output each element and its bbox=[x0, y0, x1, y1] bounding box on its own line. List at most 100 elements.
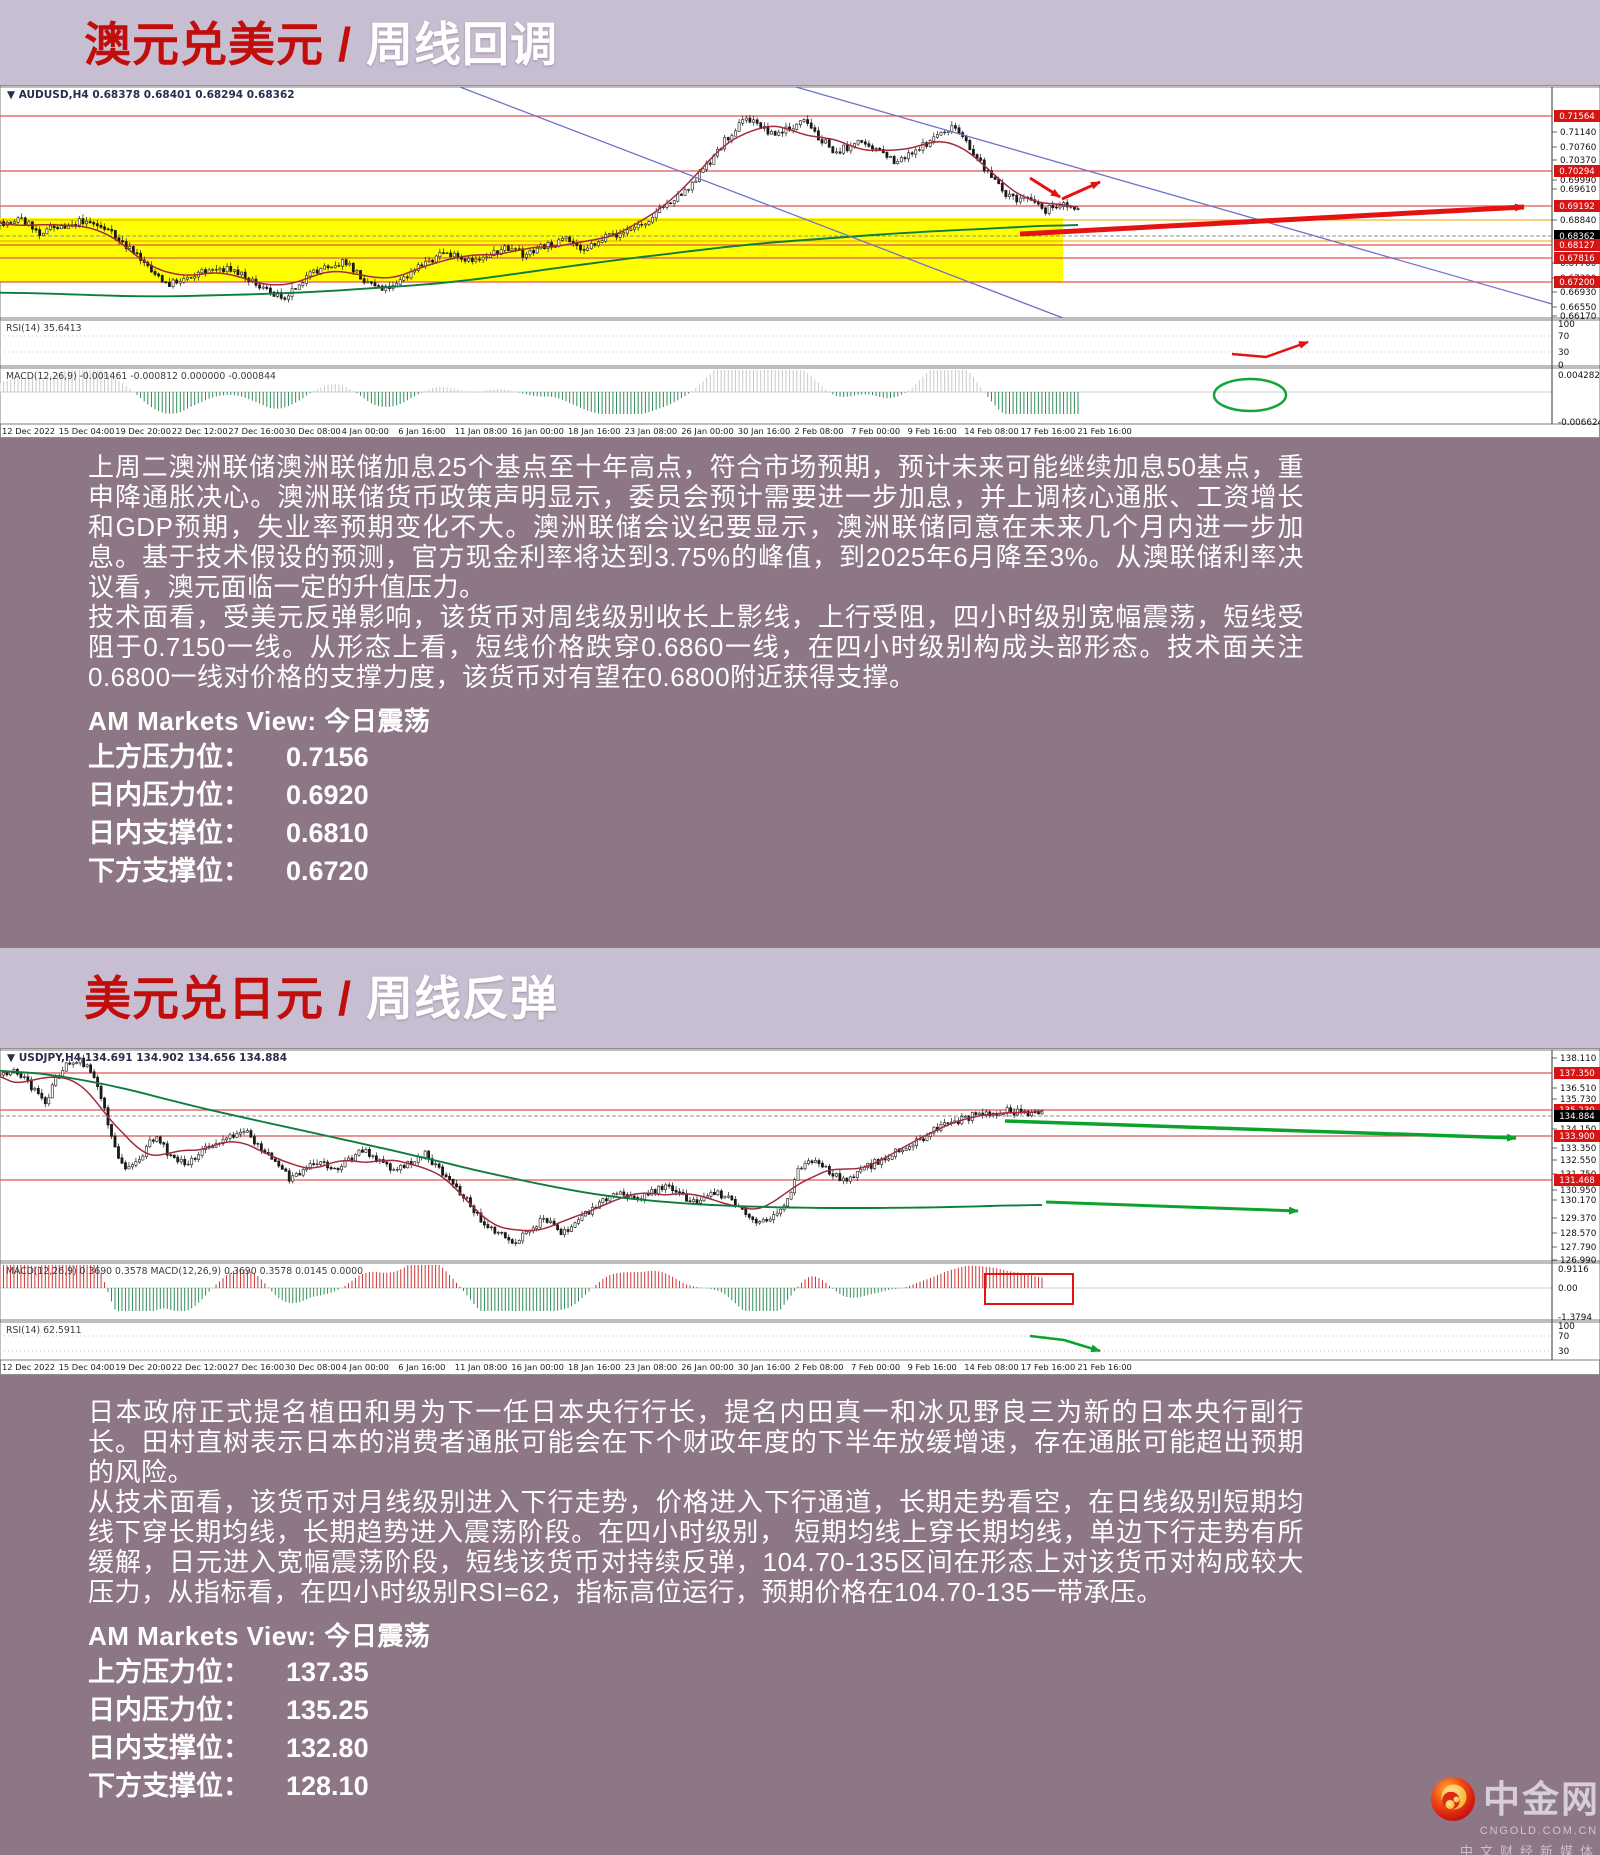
svg-text:22 Dec 12:00: 22 Dec 12:00 bbox=[172, 1362, 228, 1372]
svg-text:MACD(12,26,9) -0.001461 -0.000: MACD(12,26,9) -0.001461 -0.000812 0.0000… bbox=[6, 371, 276, 382]
audusd-analysis: 上周二澳洲联储澳洲联储加息25个基点至十年高点，符合市场预期，预计未来可能继续加… bbox=[0, 438, 1600, 948]
page-title: 澳元兑美元 / 周线回调 bbox=[0, 0, 1600, 68]
svg-text:12 Dec 2022: 12 Dec 2022 bbox=[2, 426, 55, 436]
level-row: 日内支撑位： 0.6810 bbox=[88, 818, 369, 848]
cngold-logo: 中金网 CNGOLD.COM.CN 中文财经新媒体 bbox=[1428, 1776, 1600, 1855]
svg-text:129.370: 129.370 bbox=[1560, 1214, 1597, 1224]
svg-text:4 Jan 00:00: 4 Jan 00:00 bbox=[342, 426, 389, 436]
svg-text:18 Jan 16:00: 18 Jan 16:00 bbox=[568, 426, 621, 436]
svg-text:7 Feb 00:00: 7 Feb 00:00 bbox=[851, 1362, 900, 1372]
svg-text:30: 30 bbox=[1558, 1347, 1570, 1357]
svg-text:4 Jan 00:00: 4 Jan 00:00 bbox=[342, 1362, 389, 1372]
svg-text:9 Feb 16:00: 9 Feb 16:00 bbox=[908, 1362, 957, 1372]
svg-text:134.884: 134.884 bbox=[1559, 1112, 1595, 1122]
svg-text:131.468: 131.468 bbox=[1559, 1176, 1595, 1186]
page-title: 美元兑日元 / 周线反弹 bbox=[0, 948, 1600, 1022]
svg-text:RSI(14) 35.6413: RSI(14) 35.6413 bbox=[6, 323, 82, 334]
svg-text:0: 0 bbox=[1558, 361, 1564, 371]
svg-text:0.68362: 0.68362 bbox=[1559, 232, 1595, 242]
svg-text:0.67816: 0.67816 bbox=[1559, 254, 1595, 264]
section-header-usdjpy: 美元兑日元 / 周线反弹 bbox=[0, 948, 1600, 1048]
svg-text:70: 70 bbox=[1558, 1332, 1570, 1342]
svg-text:0.69610: 0.69610 bbox=[1560, 185, 1597, 195]
svg-text:6 Jan 16:00: 6 Jan 16:00 bbox=[398, 426, 445, 436]
svg-text:0.68127: 0.68127 bbox=[1559, 241, 1595, 251]
markets-view-line: AM Markets View: 今日震荡 bbox=[88, 706, 431, 736]
svg-text:30 Dec 08:00: 30 Dec 08:00 bbox=[285, 1362, 341, 1372]
svg-text:▼ USDJPY,H4 134.691 134.902 1: ▼ USDJPY,H4 134.691 134.902 134.656 134.… bbox=[7, 1052, 287, 1064]
svg-text:19 Dec 20:00: 19 Dec 20:00 bbox=[115, 426, 171, 436]
usdjpy-chart: 138.110136.510135.730134.150133.350132.5… bbox=[0, 1048, 1600, 1375]
logo-name: 中金网 bbox=[1483, 1778, 1600, 1820]
svg-text:0.69192: 0.69192 bbox=[1559, 202, 1595, 212]
svg-text:130.950: 130.950 bbox=[1560, 1186, 1597, 1196]
svg-text:0.70760: 0.70760 bbox=[1560, 143, 1597, 153]
svg-text:100: 100 bbox=[1558, 320, 1575, 330]
svg-text:11 Jan 08:00: 11 Jan 08:00 bbox=[455, 1362, 508, 1372]
svg-text:137.350: 137.350 bbox=[1559, 1069, 1595, 1079]
svg-text:30: 30 bbox=[1558, 348, 1570, 358]
analysis-paragraph: 上周二澳洲联储澳洲联储加息25个基点至十年高点，符合市场预期，预计未来可能继续加… bbox=[88, 452, 1304, 602]
svg-text:MACD(12,26,9) 0.3690 0.3578 M: MACD(12,26,9) 0.3690 0.3578 MACD(12,26,9… bbox=[6, 1266, 363, 1277]
svg-text:9 Feb 16:00: 9 Feb 16:00 bbox=[908, 426, 957, 436]
levels-list: 上方压力位： 137.35 日内压力位： 135.25 日内支撑位： 132.80 下… bbox=[88, 1653, 1304, 1805]
svg-text:11 Jan 08:00: 11 Jan 08:00 bbox=[455, 426, 508, 436]
svg-text:0.67200: 0.67200 bbox=[1559, 278, 1595, 288]
svg-text:30 Dec 08:00: 30 Dec 08:00 bbox=[285, 426, 341, 436]
analysis-paragraph: 从技术面看，该货币对月线级别进入下行走势，价格进入下行通道，长期走势看空，在日线… bbox=[88, 1487, 1304, 1607]
svg-text:127.790: 127.790 bbox=[1560, 1243, 1597, 1253]
svg-text:133.350: 133.350 bbox=[1560, 1144, 1597, 1154]
cngold-ball-icon bbox=[1431, 1777, 1475, 1821]
svg-text:0.66930: 0.66930 bbox=[1560, 288, 1597, 298]
markets-view-line: AM Markets View: 今日震荡 bbox=[88, 1621, 431, 1651]
svg-text:-0.006624: -0.006624 bbox=[1558, 418, 1600, 428]
svg-text:0.68840: 0.68840 bbox=[1560, 216, 1597, 226]
title-subtitle: 周线回调 bbox=[366, 18, 559, 71]
svg-text:30 Jan 16:00: 30 Jan 16:00 bbox=[738, 1362, 791, 1372]
svg-text:0.71140: 0.71140 bbox=[1560, 128, 1597, 138]
svg-text:23 Jan 08:00: 23 Jan 08:00 bbox=[625, 1362, 678, 1372]
svg-text:133.900: 133.900 bbox=[1559, 1132, 1595, 1142]
svg-text:6 Jan 16:00: 6 Jan 16:00 bbox=[398, 1362, 445, 1372]
logo-domain: CNGOLD.COM.CN bbox=[1479, 1825, 1598, 1837]
svg-text:0.70294: 0.70294 bbox=[1559, 167, 1595, 177]
level-row: 日内压力位： 0.6920 bbox=[88, 780, 369, 810]
audusd-chart-container: 0.71140 0.70760 0.70370 0.69990 0.69610 0.688… bbox=[0, 85, 1600, 438]
svg-text:14 Feb 08:00: 14 Feb 08:00 bbox=[964, 426, 1018, 436]
svg-text:0.70370: 0.70370 bbox=[1560, 156, 1597, 166]
analysis-paragraph: 日本政府正式提名植田和男为下一任日本央行行长，提名内田真一和冰见野良三为新的日本… bbox=[88, 1397, 1304, 1487]
levels-list: 上方压力位： 0.7156 日内压力位： 0.6920 日内支撑位： 0.6810 下… bbox=[88, 738, 1304, 890]
svg-text:17 Feb 16:00: 17 Feb 16:00 bbox=[1021, 1362, 1075, 1372]
svg-text:23 Jan 08:00: 23 Jan 08:00 bbox=[625, 426, 678, 436]
title-separator: / bbox=[338, 18, 353, 71]
svg-text:0.71564: 0.71564 bbox=[1559, 112, 1595, 122]
svg-text:0.00: 0.00 bbox=[1558, 1284, 1578, 1294]
title-pair: 澳元兑美元 bbox=[84, 18, 324, 71]
svg-text:135.730: 135.730 bbox=[1560, 1095, 1597, 1105]
svg-text:0.9116: 0.9116 bbox=[1558, 1265, 1589, 1275]
svg-text:136.510: 136.510 bbox=[1560, 1084, 1597, 1094]
svg-text:16 Jan 00:00: 16 Jan 00:00 bbox=[511, 1362, 564, 1372]
svg-text:70: 70 bbox=[1558, 332, 1570, 342]
svg-text:100: 100 bbox=[1558, 1322, 1575, 1332]
svg-text:132.550: 132.550 bbox=[1560, 1156, 1597, 1166]
svg-text:15 Dec 04:00: 15 Dec 04:00 bbox=[59, 426, 115, 436]
svg-text:0.66170: 0.66170 bbox=[1560, 312, 1597, 322]
svg-text:18 Jan 16:00: 18 Jan 16:00 bbox=[568, 1362, 621, 1372]
svg-text:▼ AUDUSD,H4 0.68378 0.68401 0: ▼ AUDUSD,H4 0.68378 0.68401 0.68294 0.68… bbox=[7, 89, 295, 101]
svg-text:16 Jan 00:00: 16 Jan 00:00 bbox=[511, 426, 564, 436]
title-pair: 美元兑日元 bbox=[84, 972, 324, 1025]
level-row: 日内压力位： 135.25 bbox=[88, 1695, 369, 1725]
svg-text:19 Dec 20:00: 19 Dec 20:00 bbox=[115, 1362, 171, 1372]
title-separator: / bbox=[338, 972, 353, 1025]
svg-text:27 Dec 16:00: 27 Dec 16:00 bbox=[228, 1362, 284, 1372]
level-row: 下方支撑位： 128.10 bbox=[88, 1771, 369, 1801]
svg-text:138.110: 138.110 bbox=[1560, 1054, 1597, 1064]
usdjpy-analysis: 日本政府正式提名植田和男为下一任日本央行行长，提名内田真一和冰见野良三为新的日本… bbox=[0, 1375, 1600, 1855]
svg-text:2 Feb 08:00: 2 Feb 08:00 bbox=[794, 426, 843, 436]
svg-text:130.170: 130.170 bbox=[1560, 1196, 1597, 1206]
section-header-audusd: 澳元兑美元 / 周线回调 bbox=[0, 0, 1600, 85]
title-subtitle: 周线反弹 bbox=[366, 972, 559, 1025]
